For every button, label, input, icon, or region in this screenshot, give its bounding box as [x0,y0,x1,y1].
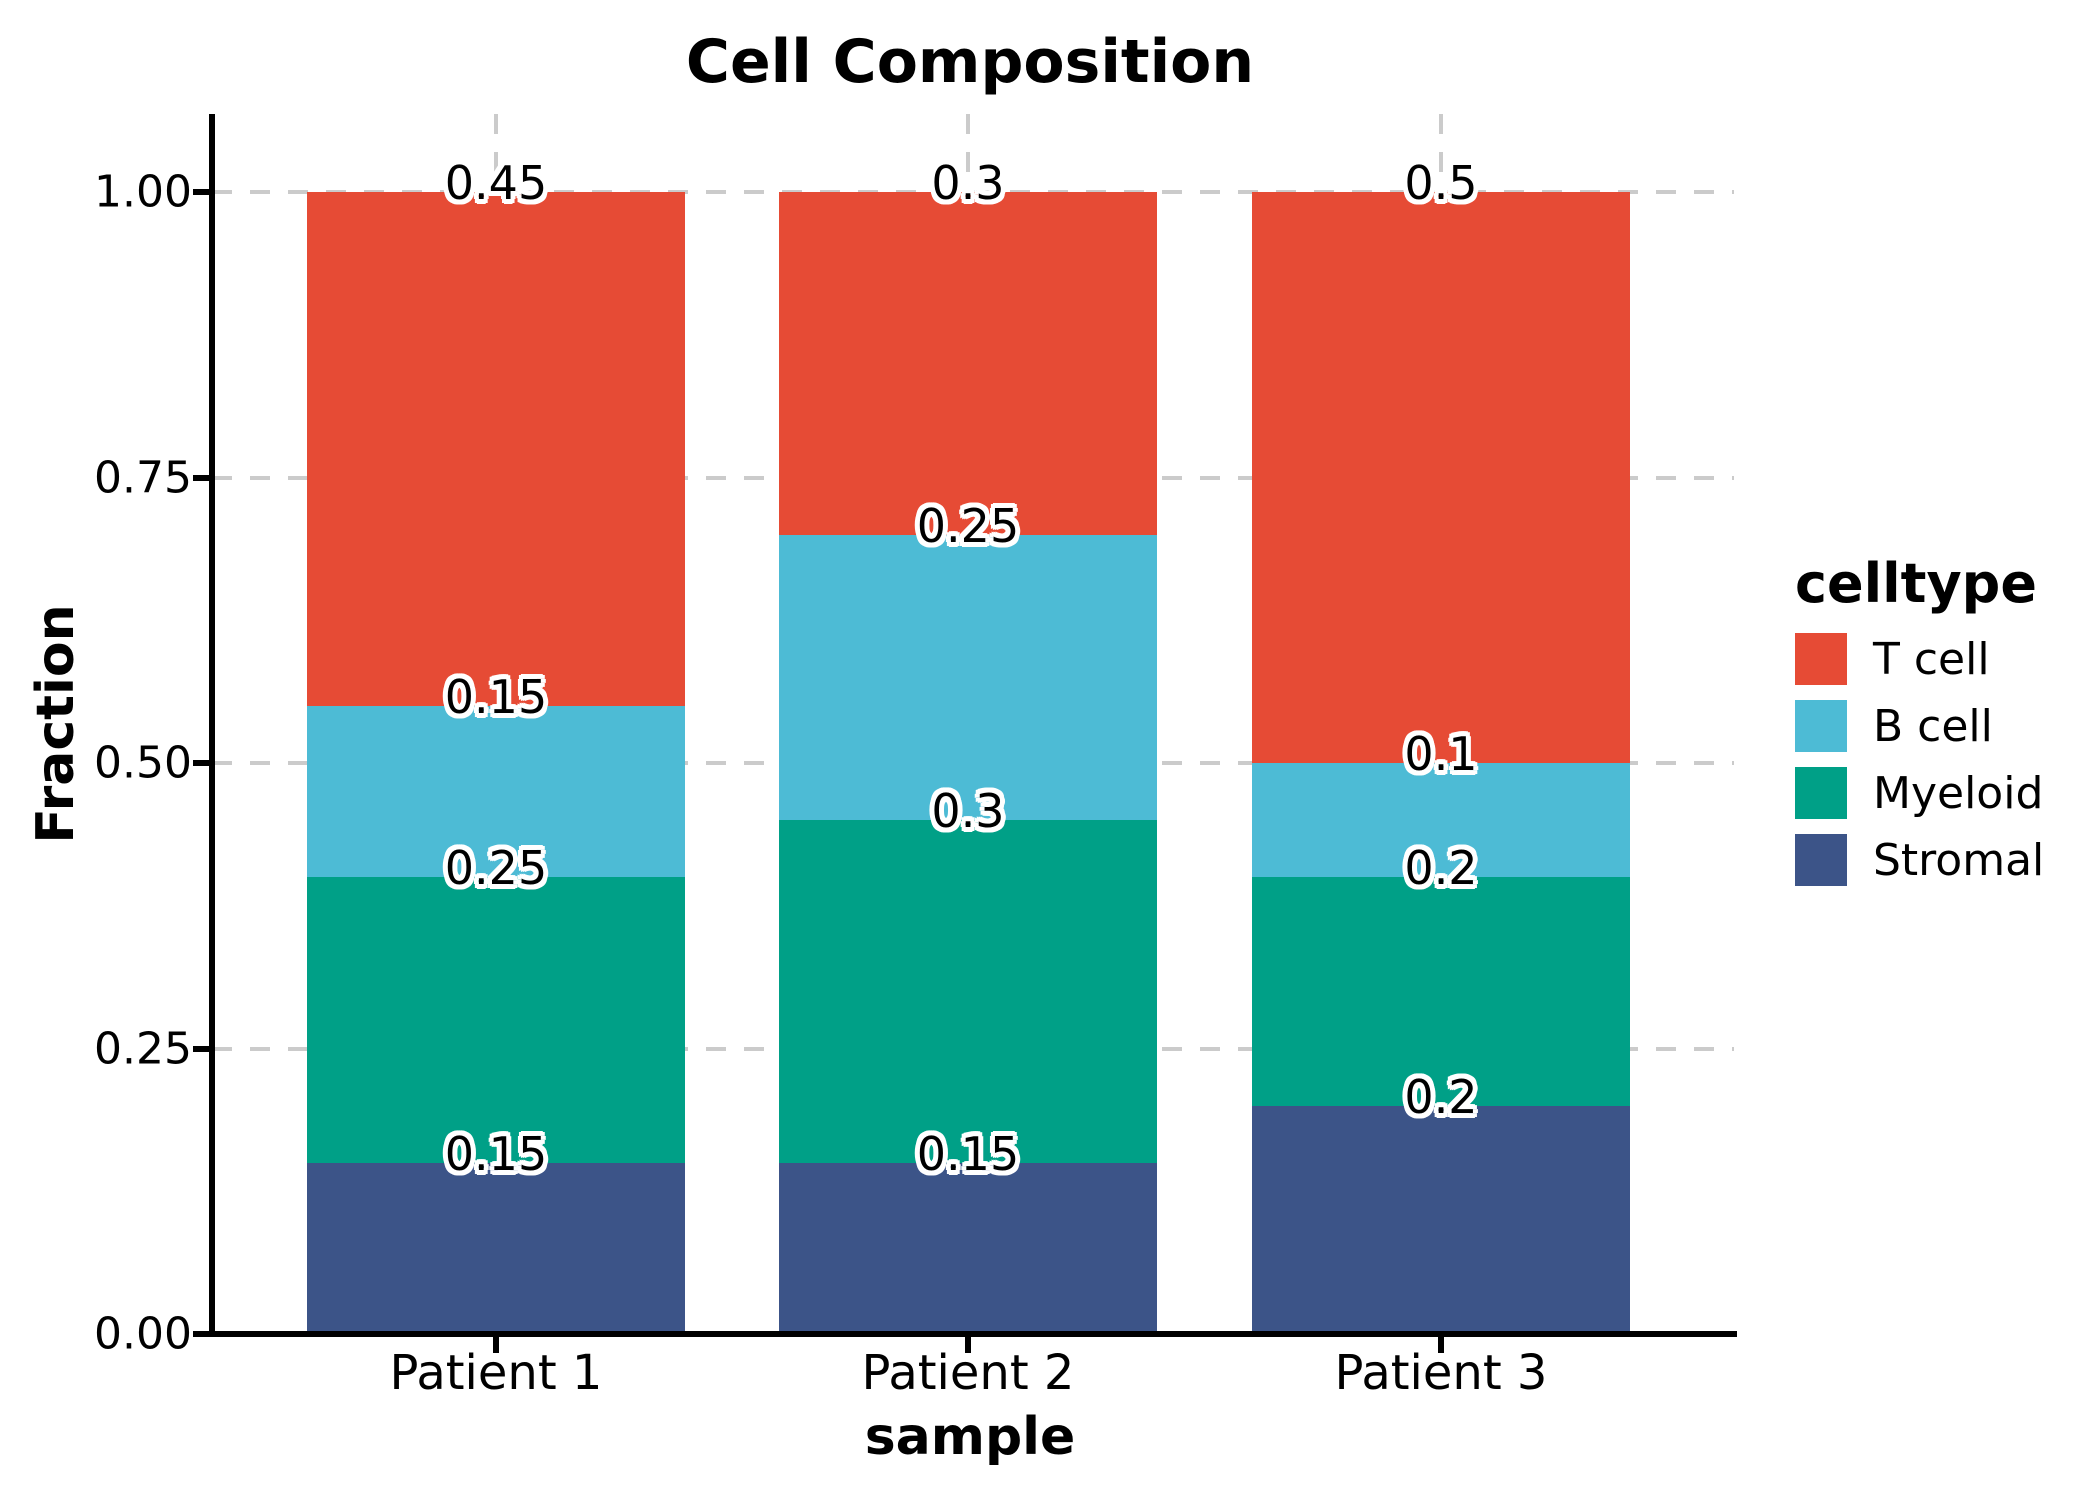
legend-swatch-stromal [1795,834,1847,886]
legend-label-myeloid: Myeloid [1873,767,2044,819]
bar-value-label-patient-2-t-cell: 0.3 [931,156,1005,210]
bar-segment-patient-2-b-cell [779,534,1157,821]
bar-value-label-patient-1-t-cell: 0.45 [444,156,548,210]
bar-value-label-patient-3-t-cell: 0.5 [1404,156,1478,210]
bar-segment-patient-2-t-cell [779,192,1157,535]
legend-items: T cell B cell Myeloid Stromal [1795,633,2044,886]
legend-item-stromal: Stromal [1795,834,2044,886]
y-tick-label-0.75: 0.75 [94,452,192,503]
legend-swatch-b-cell [1795,700,1847,752]
y-tick-1.00 [193,189,209,195]
bar-value-label-patient-1-myeloid: 0.25 [444,841,548,896]
y-tick-label-0.50: 0.50 [94,737,192,789]
y-tick-0.75 [193,474,209,481]
bar-value-label-patient-1-stromal: 0.15 [444,1126,548,1181]
y-tick-0.00 [193,1331,209,1337]
y-axis-line [209,114,215,1337]
y-tick-label-0.00: 0.00 [94,1308,192,1360]
legend-label-b-cell: B cell [1873,700,1993,752]
bar-segment-patient-3-myeloid [1252,877,1630,1106]
bar-segment-patient-2-myeloid [779,820,1157,1163]
y-tick-label-1.00: 1.00 [94,166,192,218]
x-tick-label-patient-3: Patient 3 [1334,1345,1548,1401]
bar-value-label-patient-2-b-cell: 0.25 [916,498,1020,553]
legend-item-b-cell: B cell [1795,700,2044,752]
bar-value-label-patient-2-myeloid: 0.3 [931,784,1005,839]
legend-item-myeloid: Myeloid [1795,767,2044,819]
bar-value-label-patient-1-b-cell: 0.15 [444,669,548,724]
x-tick-patient-2 [965,1337,971,1353]
x-tick-patient-3 [1438,1337,1444,1353]
legend: celltype T cell B cell Myeloid Stromal [1795,552,2044,901]
bar-segment-patient-2-stromal [779,1162,1157,1334]
legend-label-t-cell: T cell [1873,633,1990,685]
legend-swatch-t-cell [1795,633,1847,685]
bar-segment-patient-3-b-cell [1252,763,1630,878]
x-tick-patient-1 [493,1337,499,1353]
bar-segment-patient-1-t-cell [307,192,685,706]
bar-segment-patient-1-stromal [307,1162,685,1334]
bar-value-label-patient-3-b-cell: 0.1 [1404,727,1478,781]
bar-segment-patient-3-t-cell [1252,192,1630,763]
bar-segment-patient-1-myeloid [307,877,685,1163]
x-axis-title: sample [864,1407,1076,1467]
bar-value-label-patient-3-myeloid: 0.2 [1404,841,1478,896]
y-tick-label-0.25: 0.25 [94,1023,192,1074]
x-axis-line [209,1331,1737,1337]
y-tick-0.25 [193,1045,209,1052]
bar-value-label-patient-3-stromal: 0.2 [1404,1069,1478,1124]
x-tick-label-patient-1: Patient 1 [389,1345,603,1401]
x-tick-label-patient-2: Patient 2 [861,1345,1075,1401]
bar-segment-patient-3-stromal [1252,1105,1630,1334]
chart-title: Cell Composition [685,27,1255,97]
y-tick-0.50 [193,760,209,766]
legend-item-t-cell: T cell [1795,633,2044,685]
bar-value-label-patient-2-stromal: 0.15 [916,1126,1020,1181]
legend-label-stromal: Stromal [1873,834,2045,886]
legend-title: celltype [1795,552,2037,615]
bar-segment-patient-1-b-cell [307,705,685,878]
legend-swatch-myeloid [1795,767,1847,819]
